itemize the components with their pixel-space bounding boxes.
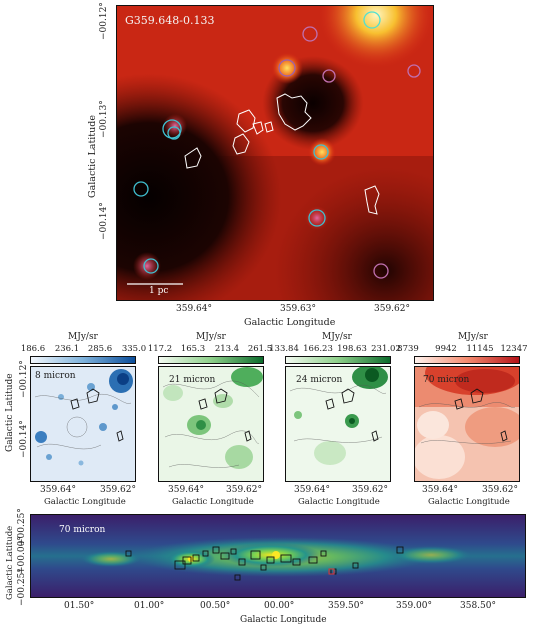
- cb3-unit: MJy/sr: [322, 332, 352, 342]
- main-image: [117, 6, 433, 300]
- cb2-tick-1: 117.2: [147, 344, 173, 354]
- b-xtick-1: 01.50°: [64, 601, 95, 611]
- panel-24micron: 24 micron: [285, 366, 391, 482]
- band-label-21micron: 21 micron: [169, 375, 216, 385]
- main-image-panel: G359.648-0.133 1 pc: [116, 5, 434, 301]
- b-xtick-5: 359.50°: [328, 601, 364, 611]
- cb3-tick-1: 133.84: [269, 344, 299, 354]
- panel-21micron: 21 micron: [158, 366, 264, 482]
- main-xtick-2: 359.63°: [280, 304, 316, 314]
- scalebar-label: 1 pc: [149, 286, 169, 296]
- cb1-tick-3: 285.6: [87, 344, 113, 354]
- panel-8micron: 8 micron: [30, 366, 136, 482]
- cb2-tick-2: 165.3: [180, 344, 206, 354]
- cb1-tick-1: 186.6: [20, 344, 46, 354]
- cb4-unit: MJy/sr: [458, 332, 488, 342]
- p3-xlabel: Galactic Longitude: [298, 497, 380, 507]
- main-xlabel: Galactic Longitude: [244, 317, 336, 328]
- band-label-8micron: 8 micron: [35, 371, 76, 381]
- bottom-xlabel: Galactic Longitude: [240, 615, 327, 625]
- cb2-tick-4: 261.5: [247, 344, 273, 354]
- main-ytick-1: −00.12°: [99, 2, 109, 40]
- panel-galactic-plane: 70 micron: [30, 514, 526, 598]
- main-xtick-1: 359.64°: [176, 304, 212, 314]
- p3-xtick-1: 359.64°: [294, 485, 330, 495]
- panel-70micron: 70 micron: [414, 366, 520, 482]
- band-label-bottom: 70 micron: [59, 525, 106, 535]
- cb3-tick-2: 166.23: [303, 344, 333, 354]
- cb1-tick-2: 236.1: [54, 344, 80, 354]
- b-xtick-7: 358.50°: [460, 601, 496, 611]
- p1-xtick-2: 359.62°: [100, 485, 136, 495]
- p4-xtick-2: 359.62°: [482, 485, 518, 495]
- source-name-label: G359.648-0.133: [125, 14, 215, 27]
- colorbar-21micron: [158, 356, 264, 364]
- main-ytick-3: −00.14°: [99, 202, 109, 240]
- band-label-24micron: 24 micron: [296, 375, 343, 385]
- main-ytick-2: −00.13°: [99, 100, 109, 138]
- cb2-unit: MJy/sr: [196, 332, 226, 342]
- p4-xlabel: Galactic Longitude: [428, 497, 510, 507]
- b-xtick-2: 01.00°: [134, 601, 165, 611]
- p1-xtick-1: 359.64°: [40, 485, 76, 495]
- small-ytick-1: −00.12°: [19, 360, 29, 398]
- cb4-tick-4: 12347: [500, 344, 528, 354]
- cb3-tick-3: 198.63: [337, 344, 367, 354]
- bottom-ylabel: Galactic Latitude: [5, 525, 15, 600]
- colorbar-24micron: [285, 356, 391, 364]
- p2-xlabel: Galactic Longitude: [172, 497, 254, 507]
- cb4-tick-2: 9942: [435, 344, 457, 354]
- b-xtick-3: 00.50°: [200, 601, 231, 611]
- cb1-unit: MJy/sr: [68, 332, 98, 342]
- p1-xlabel: Galactic Longitude: [44, 497, 126, 507]
- p4-xtick-1: 359.64°: [422, 485, 458, 495]
- main-ylabel: Galactic Latitude: [87, 115, 98, 198]
- p3-xtick-2: 359.62°: [352, 485, 388, 495]
- p2-xtick-2: 359.62°: [226, 485, 262, 495]
- cb4-tick-3: 11145: [466, 344, 494, 354]
- bottom-ytick-3: −00.25°: [17, 568, 27, 606]
- colorbar-70micron: [414, 356, 520, 364]
- cb1-tick-4: 335.0: [121, 344, 147, 354]
- small-ytick-2: −00.14°: [19, 420, 29, 458]
- main-xtick-3: 359.62°: [374, 304, 410, 314]
- cb3-tick-4: 231.02: [371, 344, 401, 354]
- colorbar-8micron: [30, 356, 136, 364]
- band-label-70micron: 70 micron: [423, 375, 470, 385]
- cb2-tick-3: 213.4: [214, 344, 240, 354]
- p2-xtick-1: 359.64°: [168, 485, 204, 495]
- b-xtick-4: 00.00°: [264, 601, 295, 611]
- small-ylabel: Galactic Latitude: [5, 373, 15, 452]
- cb4-tick-1: 8739: [397, 344, 419, 354]
- b-xtick-6: 359.00°: [396, 601, 432, 611]
